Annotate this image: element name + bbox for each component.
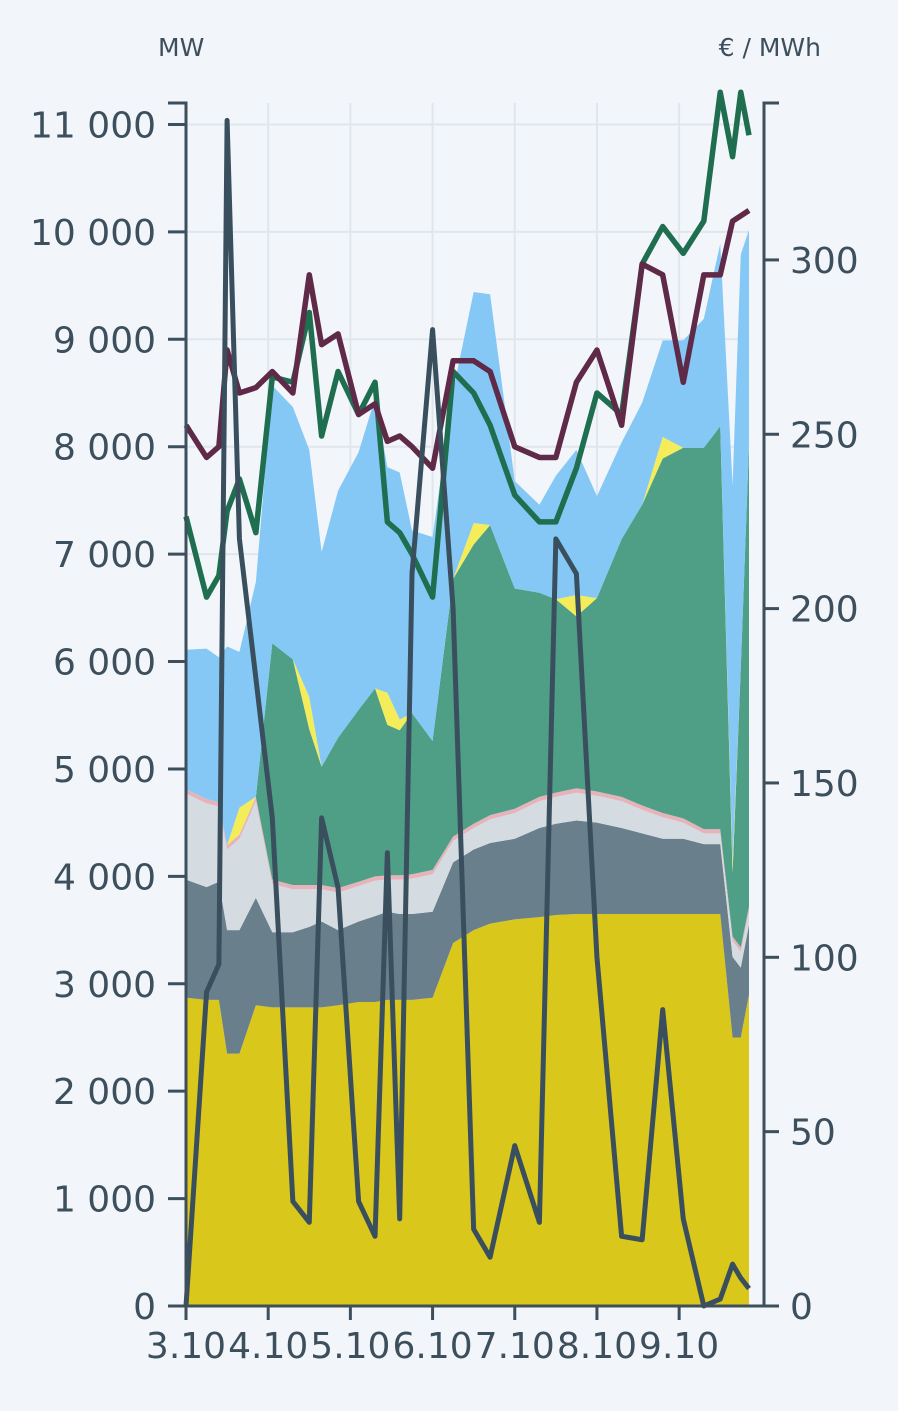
left-tick-label: 5 000	[53, 750, 156, 791]
x-tick-label: 3.10	[146, 1326, 226, 1367]
left-tick-label: 0	[133, 1287, 156, 1328]
right-tick-label: 200	[790, 590, 859, 631]
x-tick-label: 9.10	[639, 1326, 719, 1367]
right-tick-label: 0	[790, 1287, 813, 1328]
line-kulutus	[183, 208, 751, 471]
left-axis-line	[168, 101, 188, 1306]
axes	[168, 101, 779, 1308]
line-hinta	[183, 117, 751, 1309]
right-tick-label: 50	[790, 1113, 836, 1154]
x-tick-label: 8.10	[557, 1326, 637, 1367]
right-tick-label: 150	[790, 764, 859, 805]
right-tick-label: 250	[790, 415, 859, 456]
x-axis-ticks: 3.10 4.10 5.10 6.10 7.10 8.10 9.10	[146, 1306, 719, 1367]
left-axis-ticks: 0 1 000 2 000 3 000 4 000 5 000 6 000 7 000 8 00…	[30, 105, 186, 1328]
right-axis-ticks: 0 50 100 150 200 250 300	[764, 241, 859, 1328]
x-tick-label: 7.10	[475, 1326, 555, 1367]
left-tick-label: 7 000	[53, 535, 156, 576]
left-tick-label: 6 000	[53, 643, 156, 684]
left-tick-label: 3 000	[53, 965, 156, 1006]
stacked-areas	[186, 229, 749, 1306]
area-nettotuonti	[186, 229, 749, 862]
x-tick-label: 6.10	[392, 1326, 472, 1367]
area-aurinkovoima	[186, 426, 749, 873]
left-tick-label: 4 000	[53, 857, 156, 898]
area-tuulivoima	[186, 426, 749, 948]
left-tick-label: 2 000	[53, 1072, 156, 1113]
area-vesivoima	[186, 820, 749, 1054]
left-tick-label: 8 000	[53, 428, 156, 469]
right-axis-unit: € / MWh	[719, 33, 821, 62]
left-tick-label: 9 000	[53, 320, 156, 361]
area-kaukol-mp-	[186, 792, 749, 968]
left-axis-unit: MW	[158, 33, 204, 62]
right-tick-label: 100	[790, 938, 859, 979]
right-tick-label: 300	[790, 241, 859, 282]
x-tick-label: 5.10	[310, 1326, 390, 1367]
x-tick-label: 4.10	[228, 1326, 308, 1367]
left-tick-label: 11 000	[30, 105, 156, 146]
left-tick-label: 1 000	[53, 1180, 156, 1221]
left-tick-label: 10 000	[30, 213, 156, 254]
right-axis-line	[762, 101, 779, 1306]
series-lines	[183, 89, 752, 1309]
